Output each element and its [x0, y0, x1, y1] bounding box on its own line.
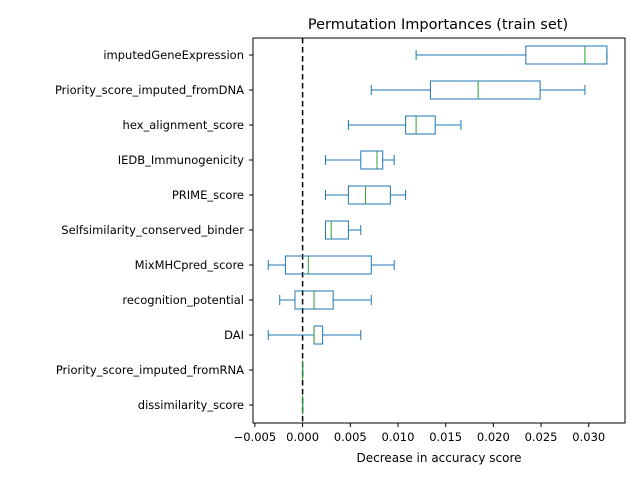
y-tick-label: IEDB_Immunogenicity — [118, 153, 244, 167]
x-tick-label: 0.020 — [477, 430, 510, 444]
x-tick-label: 0.015 — [429, 430, 462, 444]
y-tick-label: PRIME_score — [172, 188, 244, 202]
y-tick-label: imputedGeneExpression — [103, 48, 244, 62]
y-tick-label: MixMHCpred_score — [135, 258, 244, 272]
x-tick-label: 0.005 — [334, 430, 367, 444]
y-tick-label: dissimilarity_score — [138, 398, 244, 412]
chart-title: Permutation Importances (train set) — [308, 17, 568, 33]
plot-area: −0.005 0.000 0.005 0.010 0.015 0.020 0.025 0.03… — [55, 38, 608, 444]
iqr-box — [324, 220, 349, 240]
iqr-box — [360, 150, 384, 170]
x-tick-label: 0.000 — [286, 430, 319, 444]
iqr-box — [347, 185, 391, 205]
iqr-box — [525, 45, 608, 65]
x-tick-label: 0.030 — [572, 430, 605, 444]
plot-frame — [252, 37, 626, 424]
y-tick-label: hex_alignment_score — [123, 118, 244, 132]
iqr-box — [313, 325, 324, 345]
x-tick-label: 0.025 — [525, 430, 558, 444]
iqr-box — [429, 80, 541, 100]
iqr-box — [405, 115, 436, 135]
y-tick-label: Priority_score_imputed_fromDNA — [55, 83, 244, 97]
y-tick-label: Selfsimilarity_conserved_binder — [61, 223, 244, 237]
x-axis-label: Decrease in accuracy score — [356, 451, 521, 465]
y-tick-label: DAI — [224, 328, 244, 342]
y-tick-label: Priority_score_imputed_fromRNA — [56, 363, 244, 377]
iqr-box — [284, 255, 372, 275]
x-tick-label: −0.005 — [234, 430, 277, 444]
y-tick-label: recognition_potential — [122, 293, 244, 307]
x-tick-label: 0.010 — [382, 430, 415, 444]
